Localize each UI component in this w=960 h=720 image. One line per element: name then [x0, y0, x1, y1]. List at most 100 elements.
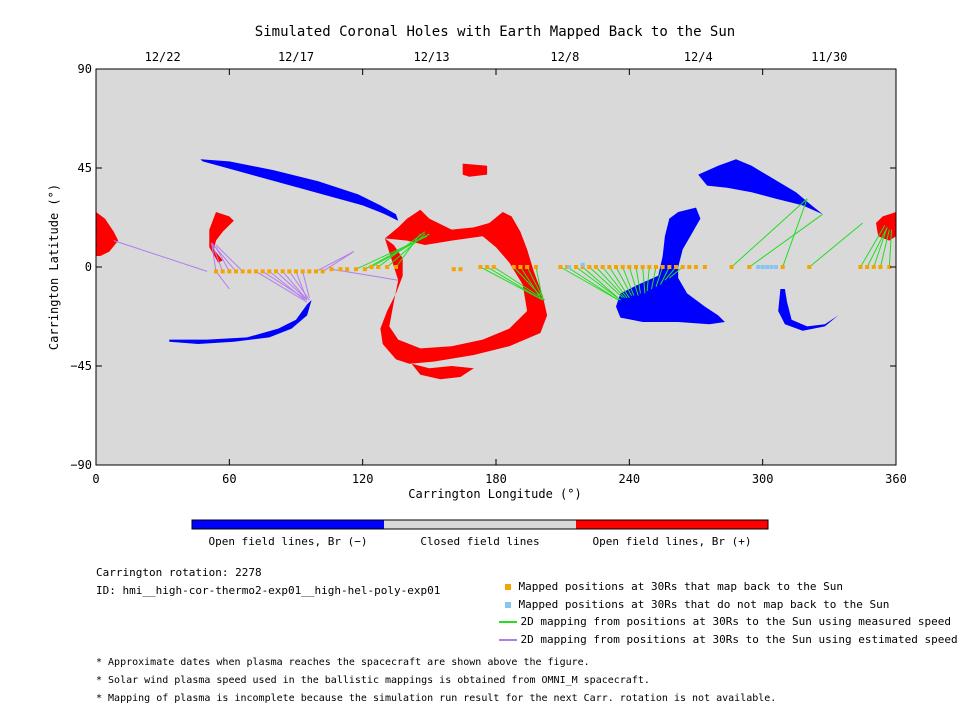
note-omni: * Solar wind plasma speed used in the ba… — [96, 675, 650, 686]
y-tick-label: 90 — [78, 62, 92, 76]
measured-mapping-line — [664, 266, 677, 281]
measured-mapping-line — [731, 198, 808, 268]
top-date-label: 12/22 — [145, 50, 181, 64]
mapped-position-marker — [558, 265, 563, 269]
x-tick-label: 120 — [352, 472, 374, 486]
mapped-position-marker — [654, 265, 658, 269]
mapped-position-marker — [254, 269, 258, 274]
mapped-position-marker — [878, 265, 883, 269]
mapped-position-marker — [294, 269, 298, 274]
mapped-position-marker — [702, 265, 707, 269]
y-tick-label: −90 — [70, 458, 92, 472]
negative-region-south-arc-left — [169, 300, 312, 344]
mapped-position-marker — [660, 265, 665, 269]
mapped-position-marker — [376, 265, 381, 269]
mapped-position-marker — [634, 265, 638, 269]
measured-mapping-line — [782, 198, 808, 268]
x-axis-label: Carrington Longitude (°) — [408, 487, 581, 501]
measured-mapping-line — [560, 266, 619, 301]
legend-label-mapped: Mapped positions at 30Rs that map back t… — [518, 580, 844, 593]
mapped-position-marker — [234, 269, 238, 274]
estimated-mapping-line — [315, 251, 355, 272]
mapped-position-marker — [511, 265, 516, 269]
note-dates: * Approximate dates when plasma reaches … — [96, 657, 590, 668]
measured-mapping-line — [669, 266, 683, 279]
simulation-id-text: ID: hmi__high-cor-thermo2-exp01__high-he… — [96, 584, 441, 597]
positive-region-small-west-patch — [209, 212, 234, 263]
mapped-position-marker — [580, 265, 585, 269]
measured-mapping-line — [622, 266, 635, 296]
mapped-position-marker — [674, 265, 678, 269]
colorbar-frame — [191, 519, 769, 530]
measured-mapping-line — [575, 266, 621, 301]
legend-swatch-mapped — [504, 584, 511, 590]
estimated-mapping-line — [255, 270, 308, 303]
mapped-position-marker — [607, 265, 612, 269]
mapped-position-marker — [287, 269, 292, 274]
mapped-position-marker — [394, 265, 398, 269]
mapped-position-marker — [240, 269, 245, 274]
x-tick-label: 60 — [222, 472, 236, 486]
measured-mapping-line — [651, 266, 657, 290]
x-tick-label: 180 — [485, 472, 507, 486]
measured-mapping-line — [480, 266, 543, 301]
top-date-axis: 12/22 12/17 12/13 12/8 12/4 11/30 — [145, 50, 848, 64]
legend-label-measured: 2D mapping from positions at 30Rs to the… — [520, 615, 951, 628]
measured-mapping-line — [386, 233, 426, 268]
mapped-position-marker — [627, 265, 632, 269]
unmapped-position-marker — [580, 262, 585, 267]
measured-mapping-line — [395, 233, 421, 268]
measured-mapping-line — [873, 227, 888, 268]
mapped-position-marker — [780, 265, 785, 269]
mapped-position-marker — [694, 265, 698, 269]
estimated-mapping-line — [331, 268, 399, 281]
mapped-position-marker — [227, 269, 232, 274]
mapped-position-marker — [369, 265, 374, 269]
chart-title: Simulated Coronal Holes with Earth Mappe… — [255, 24, 735, 40]
positive-region-west-edge — [96, 212, 119, 256]
mapped-position-marker — [667, 265, 672, 269]
y-tick-label: 45 — [78, 161, 92, 175]
colorbar-label-negative: Open field lines, Br (−) — [209, 535, 368, 548]
measured-mapping-line — [860, 224, 886, 268]
colorbar-label-closed: Closed field lines — [420, 535, 539, 548]
colorbar-negative — [192, 520, 384, 529]
unmapped-position-marker — [567, 265, 572, 269]
unmapped-position-marker — [765, 265, 770, 269]
legend-item-mapped: Mapped positions at 30Rs that map back t… — [478, 566, 843, 608]
mapped-position-marker — [620, 265, 625, 269]
unmapped-position-marker — [774, 265, 778, 269]
mapped-position-marker — [338, 267, 343, 272]
mapped-position-marker — [220, 269, 225, 274]
top-date-label: 12/13 — [413, 50, 449, 64]
measured-mapping-line — [526, 266, 544, 299]
estimated-mapping-line — [211, 242, 224, 272]
mapped-position-marker — [807, 265, 812, 269]
mapped-position-marker — [451, 267, 456, 272]
top-date-label: 11/30 — [811, 50, 847, 64]
top-date-label: 12/8 — [550, 50, 579, 64]
estimated-mapping-line — [295, 271, 308, 301]
legend-item-measured: 2D mapping from positions at 30Rs to the… — [472, 601, 951, 643]
legend-swatch-measured — [498, 621, 517, 623]
measured-mapping-line — [866, 227, 888, 268]
legend-item-estimated: 2D mapping from positions at 30Rs to the… — [472, 619, 958, 661]
mapped-position-marker — [865, 265, 870, 269]
unmapped-position-marker — [756, 265, 761, 269]
y-axis-label: Carrington Latitude (°) — [47, 184, 61, 350]
positive-region-small-north-patch — [462, 163, 488, 177]
measured-mapping-line — [879, 229, 890, 268]
estimated-mapping-line — [275, 271, 306, 299]
mapped-position-marker — [574, 265, 578, 269]
mapped-position-marker — [329, 267, 334, 272]
mapped-position-marker — [647, 265, 652, 269]
estimated-mapping-line — [211, 242, 217, 272]
y-tick-label: −45 — [70, 359, 92, 373]
measured-mapping-line — [615, 266, 632, 296]
mapped-position-marker — [525, 265, 530, 269]
estimated-mapping-line — [215, 244, 244, 272]
mapped-position-marker — [300, 269, 305, 274]
mapped-position-marker — [858, 265, 863, 269]
mapped-position-marker — [640, 265, 645, 269]
mapped-position-marker — [478, 265, 483, 269]
